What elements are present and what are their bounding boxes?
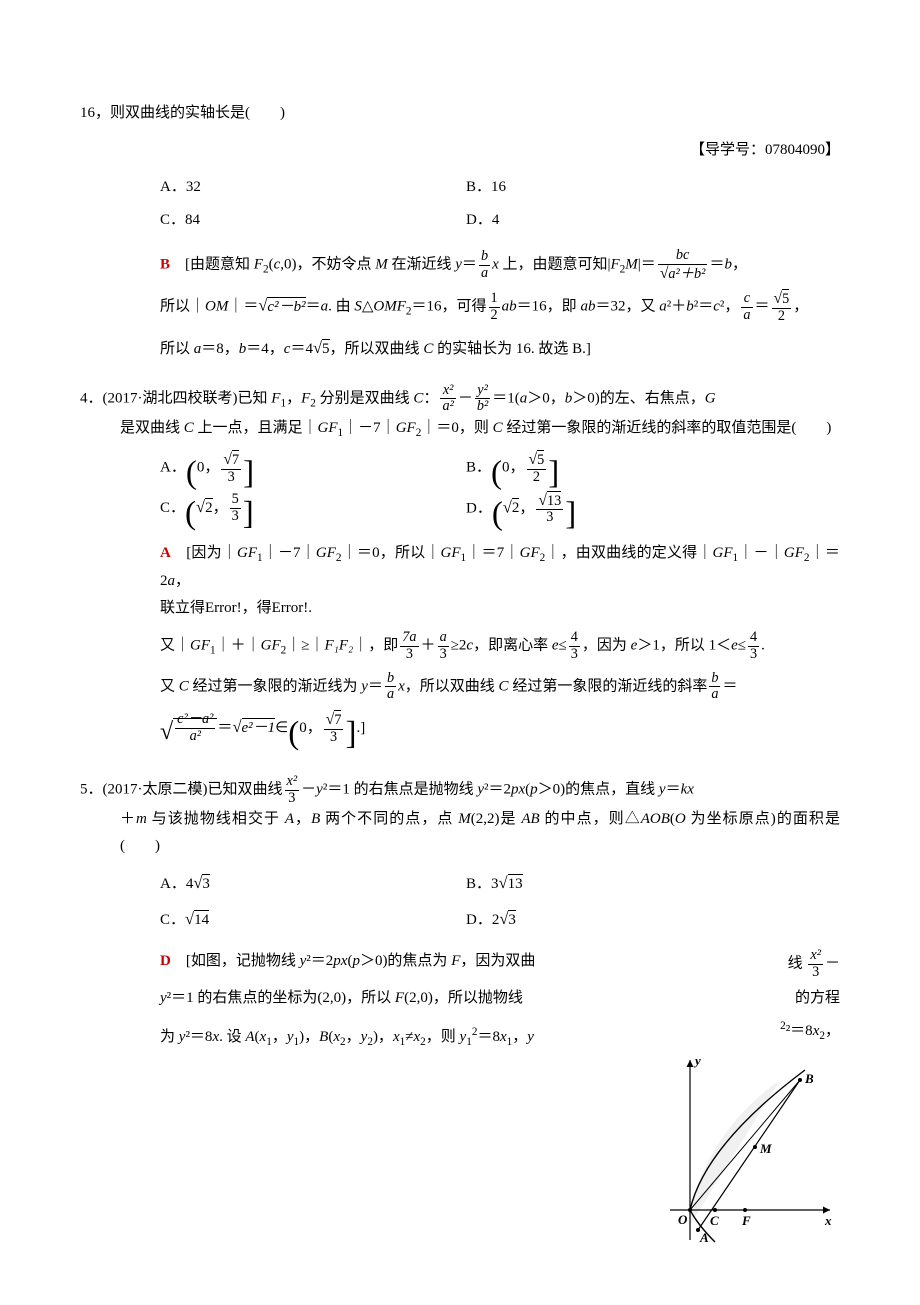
q5-diagram: 线 x²3－ 的方程 2²＝8x2，	[660, 948, 840, 1245]
t: ab	[580, 299, 595, 315]
q5-stem: 5．(2017·太原二模)已知双曲线x²3－y²＝1 的右焦点是抛物线 y²＝2…	[80, 774, 840, 806]
t: F	[254, 257, 263, 273]
t: OMF	[373, 299, 406, 315]
t: ＝32，又	[595, 299, 659, 315]
t: c²－b²	[267, 297, 305, 315]
frac: ba	[477, 249, 492, 281]
t: y	[455, 257, 462, 273]
t: 在渐近线	[388, 257, 456, 273]
t: ＝	[755, 299, 770, 315]
t: OM	[205, 299, 228, 315]
frac: ca	[739, 291, 754, 323]
t: ,0)，不妨令点	[280, 257, 375, 273]
svg-text:A: A	[699, 1230, 709, 1245]
t: [由题意知	[170, 257, 254, 273]
q4-option-a: A．(0，√73]	[160, 451, 466, 485]
t: 所以｜	[160, 299, 205, 315]
q5-stem-cont: ＋m 与该抛物线相交于 A，B 两个不同的点，点 M(2,2)是 AB 的中点，…	[120, 806, 840, 860]
q3-ref-num: 【导学号：07804090】	[80, 137, 840, 164]
t: ＝4	[290, 341, 313, 357]
t: 上，由题意可知|	[499, 257, 611, 273]
q4-option-c: C．(√2，53]	[160, 492, 466, 526]
frac: bc√a²＋b²	[656, 248, 710, 282]
q5-option-c: C．√14	[160, 904, 466, 934]
q5-answer: D	[160, 953, 171, 969]
t: F	[611, 257, 620, 273]
q4-option-d: D．(√2，√133]	[466, 492, 772, 526]
t: ｜＝	[228, 299, 258, 315]
t: b	[686, 299, 694, 315]
t: a	[659, 299, 667, 315]
q3-option-a: A．32	[160, 174, 466, 201]
question-3-tail: 16，则双曲线的实轴长是( ) 【导学号：07804090】 A．32 B．16…	[80, 100, 840, 363]
q5-option-d: D．2√3	[466, 904, 772, 934]
t: x	[492, 257, 499, 273]
q4-stem: 4．(2017·湖北四校联考)已知 F1，F2 分别是双曲线 C：x²a²－y²…	[80, 383, 840, 415]
svg-text:C: C	[710, 1213, 719, 1228]
t: ，	[793, 299, 808, 315]
t: ，所以双曲线	[330, 341, 424, 357]
t: ＝4，	[246, 341, 284, 357]
frac: √52	[770, 290, 794, 324]
q3-explanation: B [由题意知 F2(c,0)，不妨令点 M 在渐近线 y＝bax 上，由题意可…	[80, 248, 840, 363]
svg-text:B: B	[804, 1071, 814, 1086]
t: ＝16，即	[517, 299, 581, 315]
q3-options: A．32 B．16 C．84 D．4	[160, 174, 840, 240]
t: . 由	[328, 299, 354, 315]
svg-text:x: x	[824, 1213, 832, 1228]
t: ＝	[462, 257, 477, 273]
q5-options: A．4√3 B．3√13 C．√14 D．2√3	[160, 868, 840, 940]
t: ²＝	[694, 299, 714, 315]
q3-option-b: B．16	[466, 174, 772, 201]
question-4: 4．(2017·湖北四校联考)已知 F1，F2 分别是双曲线 C：x²a²－y²…	[80, 383, 840, 754]
t: △	[362, 299, 374, 315]
t: 所以	[160, 341, 194, 357]
q3-option-d: D．4	[466, 207, 772, 234]
svg-text:M: M	[759, 1141, 772, 1156]
frac: 12	[487, 291, 502, 323]
svg-text:O: O	[678, 1212, 688, 1227]
t: b	[724, 257, 732, 273]
parabola-diagram: y x O C F M B A	[660, 1050, 840, 1245]
t: ＝16，可得	[412, 299, 487, 315]
q3-answer: B	[160, 257, 170, 273]
q4-explanation: A [因为｜GF1｜－7｜GF2｜＝0，所以｜GF1｜＝7｜GF2｜，由双曲线的…	[80, 540, 840, 754]
t: |＝	[638, 257, 656, 273]
t: c	[713, 299, 720, 315]
t: ²＋	[667, 299, 687, 315]
q4-options: A．(0，√73] B．(0，√52] C．(√2，53] D．(√2，√133…	[160, 451, 840, 532]
q4-answer: A	[160, 545, 171, 561]
svg-text:y: y	[693, 1053, 701, 1068]
t: S	[354, 299, 362, 315]
t: ＝8，	[201, 341, 239, 357]
t: 5	[322, 339, 330, 357]
q3-stem: 16，则双曲线的实轴长是( )	[80, 100, 840, 127]
t: ＝	[709, 257, 724, 273]
t: C	[423, 341, 433, 357]
q4-stem-cont: 是双曲线 C 上一点，且满足｜GF1｜－7｜GF2｜＝0，则 C 经过第一象限的…	[120, 415, 840, 443]
t: M	[375, 257, 388, 273]
t: M	[625, 257, 638, 273]
q4-option-b: B．(0，√52]	[466, 451, 772, 485]
q5-option-b: B．3√13	[466, 868, 772, 898]
t: 的实轴长为 16. 故选 B.]	[433, 341, 591, 357]
t: ＝	[306, 299, 321, 315]
t: ab	[502, 299, 517, 315]
q3-option-c: C．84	[160, 207, 466, 234]
question-5: 5．(2017·太原二模)已知双曲线x²3－y²＝1 的右焦点是抛物线 y²＝2…	[80, 774, 840, 1245]
t: a	[321, 299, 329, 315]
t: ²，	[720, 299, 740, 315]
svg-text:F: F	[741, 1213, 751, 1228]
t: ，	[732, 257, 747, 273]
q5-explanation: D [如图，记抛物线 y²＝2px(p＞0)的焦点为 F，因为双曲 y²＝1 的…	[160, 948, 840, 1245]
q5-option-a: A．4√3	[160, 868, 466, 898]
